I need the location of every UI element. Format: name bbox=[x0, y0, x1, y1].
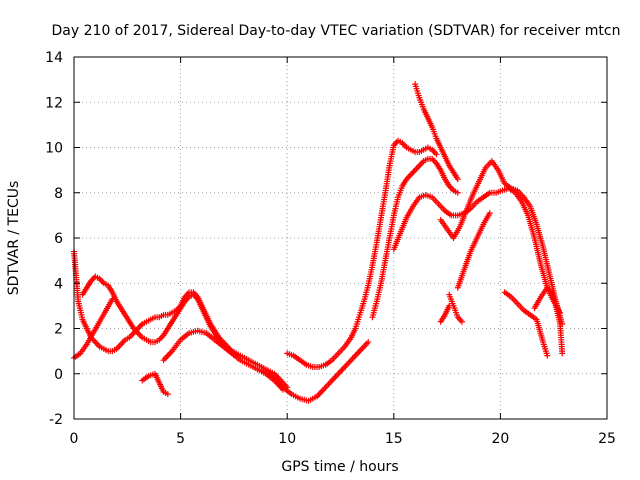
data-point bbox=[544, 352, 551, 359]
series-arc-n bbox=[437, 302, 453, 325]
y-tick-label: 6 bbox=[54, 231, 63, 247]
plot-frame bbox=[73, 56, 608, 420]
x-tick-label: 10 bbox=[278, 431, 296, 447]
y-tick-label: 0 bbox=[54, 367, 63, 383]
series-arc-l bbox=[454, 210, 493, 291]
series-arc-i bbox=[412, 81, 461, 183]
series-arc-g bbox=[284, 137, 440, 370]
data-point bbox=[164, 391, 171, 398]
series-arc-d bbox=[139, 370, 171, 398]
y-tick-label: 2 bbox=[54, 322, 63, 338]
x-tick-label: 0 bbox=[70, 431, 79, 447]
data-point bbox=[459, 318, 466, 325]
data-point bbox=[454, 189, 461, 196]
data-point bbox=[433, 151, 440, 158]
y-axis-label: SDTVAR / TECUs bbox=[6, 181, 22, 296]
x-axis-label: GPS time / hours bbox=[281, 459, 398, 475]
grid bbox=[74, 57, 607, 419]
series-arc-b bbox=[79, 273, 240, 357]
series-arc-c bbox=[71, 296, 116, 361]
series-arc-f bbox=[254, 339, 372, 404]
series-arc-m bbox=[446, 291, 466, 325]
y-tick-label: -2 bbox=[49, 412, 63, 428]
y-tick-label: 4 bbox=[54, 276, 63, 292]
series-arc-o bbox=[501, 289, 551, 359]
series-arc-j bbox=[390, 185, 564, 316]
axes: 0 5 10 15 20 25 -2 0 2 4 6 8 10 12 14 bbox=[45, 50, 616, 447]
x-tick-label: 20 bbox=[491, 431, 509, 447]
data-point bbox=[486, 210, 493, 217]
series-arc-p bbox=[531, 284, 566, 357]
data-point bbox=[365, 339, 372, 346]
series-arc-k bbox=[437, 158, 566, 327]
y-tick-label: 14 bbox=[45, 50, 63, 66]
data-point bbox=[109, 296, 116, 303]
y-tick-label: 12 bbox=[45, 95, 63, 111]
x-tick-label: 5 bbox=[176, 431, 185, 447]
y-tick-label: 8 bbox=[54, 186, 63, 202]
data-point bbox=[446, 302, 453, 309]
data-point bbox=[454, 176, 461, 183]
chart-title: Day 210 of 2017, Sidereal Day-to-day VTE… bbox=[52, 23, 621, 39]
x-tick-label: 25 bbox=[598, 431, 616, 447]
series-arc-e bbox=[160, 327, 286, 393]
y-tick-label: 10 bbox=[45, 141, 63, 157]
series-arc-h bbox=[369, 155, 461, 321]
data-points bbox=[71, 81, 566, 404]
x-tick-label: 15 bbox=[385, 431, 403, 447]
data-point bbox=[559, 350, 566, 357]
